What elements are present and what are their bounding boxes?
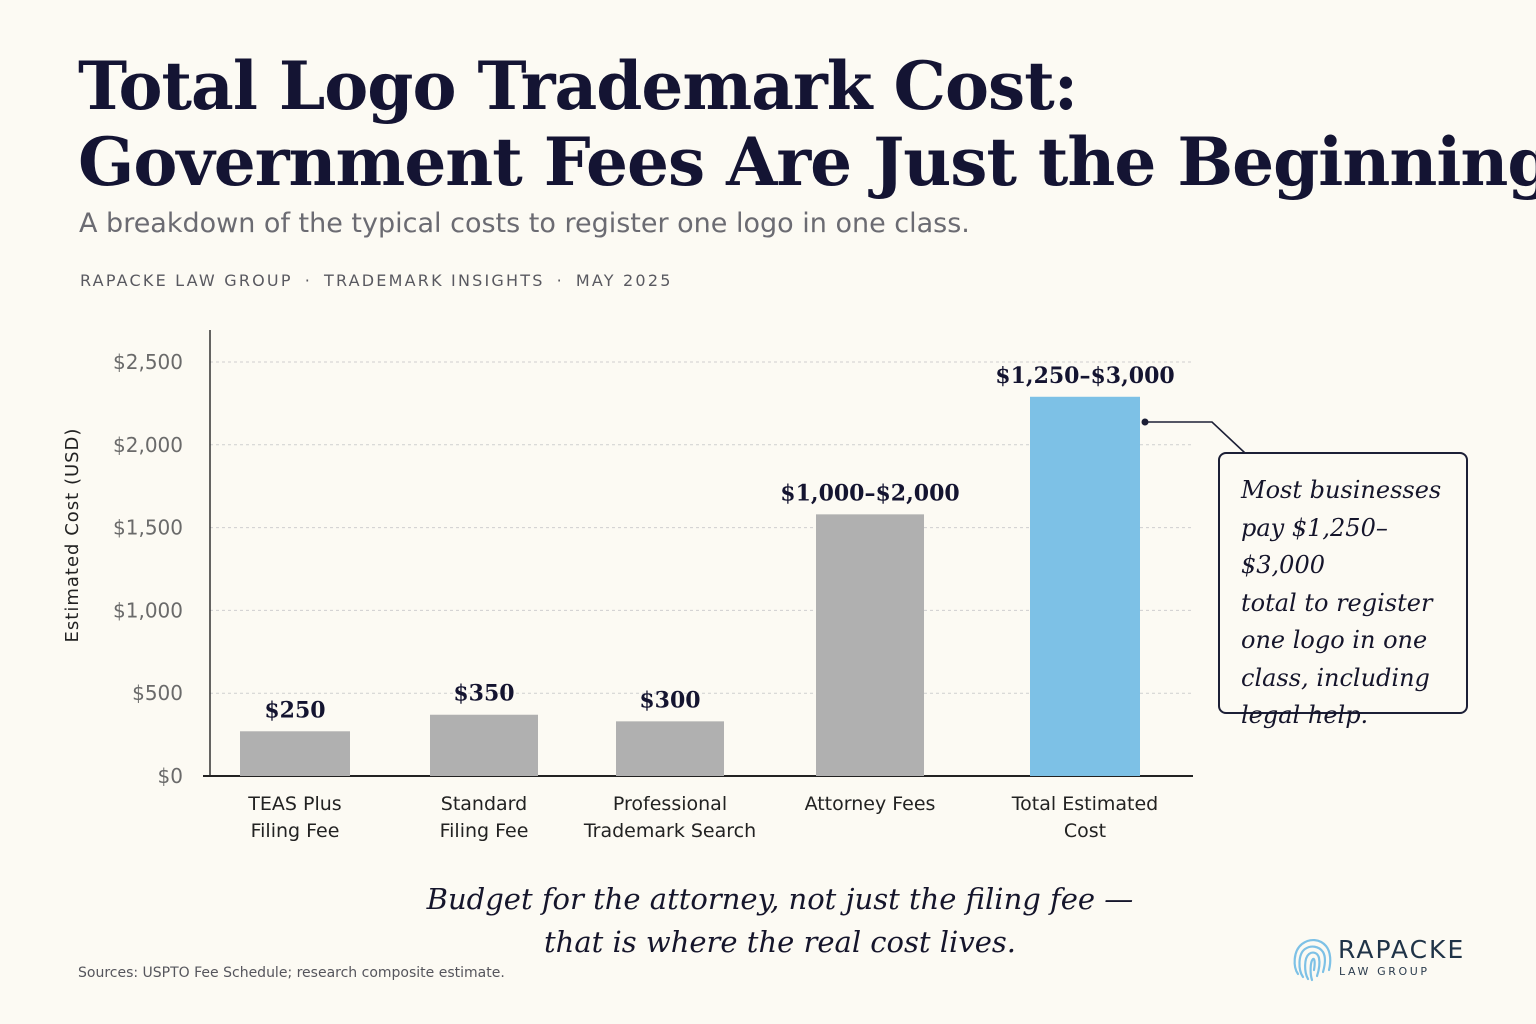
byline-separator: ·: [304, 271, 312, 290]
callout-line: legal help.: [1241, 701, 1369, 729]
brand-name: RAPACKE: [1338, 935, 1466, 964]
callout-line: total to register: [1241, 588, 1433, 617]
x-tick-label: Total Estimated: [1011, 793, 1158, 815]
brand-subtitle: LAW GROUP: [1339, 965, 1430, 978]
bar: [430, 714, 538, 776]
chart-title: Total Logo Trademark Cost: Government Fe…: [78, 47, 1536, 201]
y-tick-label: $0: [158, 764, 183, 788]
bar: [616, 721, 724, 776]
y-tick-label: $2,000: [113, 433, 183, 457]
x-tick-label: Trademark Search: [583, 820, 756, 842]
data-label: $350: [453, 681, 514, 707]
byline-series: TRADEMARK INSIGHTS: [324, 271, 545, 290]
bar: [816, 514, 924, 776]
brand-logo: RAPACKE LAW GROUP: [1290, 934, 1480, 986]
y-tick-label: $1,500: [113, 516, 183, 540]
byline-separator: ·: [556, 271, 564, 290]
data-label: $250: [264, 697, 325, 723]
takeaway-line-1: Budget for the attorney, not just the fi…: [426, 882, 1134, 916]
x-tick-label: Filing Fee: [440, 820, 529, 842]
data-label: $1,000–$2,000: [780, 480, 959, 506]
callout-line: Most businesses: [1241, 476, 1442, 504]
y-tick-label: $2,500: [113, 350, 183, 374]
takeaway-quote: Budget for the attorney, not just the fi…: [330, 878, 1230, 964]
x-tick-label: TEAS Plus: [247, 793, 341, 815]
byline: RAPACKE LAW GROUP · TRADEMARK INSIGHTS · MAY…: [80, 271, 673, 290]
subtitle: A breakdown of the typical costs to regi…: [79, 208, 970, 239]
x-tick-label: Attorney Fees: [805, 793, 936, 815]
y-axis-label: Estimated Cost (USD): [62, 428, 83, 643]
y-tick-label: $500: [132, 681, 183, 705]
y-tick-label: $1,000: [113, 598, 183, 622]
byline-publisher: RAPACKE LAW GROUP: [80, 271, 293, 290]
callout-line: pay $1,250–$3,000: [1241, 513, 1388, 580]
takeaway-line-2: that is where the real cost lives.: [544, 925, 1016, 959]
title-line-2: Government Fees Are Just the Beginning.: [78, 123, 1536, 201]
callout-leader-line: [1145, 421, 1246, 454]
callout-line: class, including: [1241, 663, 1430, 692]
fingerprint-icon: [1293, 939, 1332, 982]
byline-date: MAY 2025: [575, 271, 673, 290]
callout-line: one logo in one: [1241, 626, 1428, 654]
callout-box: Most businesses pay $1,250–$3,000 total …: [1218, 452, 1468, 729]
x-tick-label: Filing Fee: [251, 820, 340, 842]
data-label: $1,250–$3,000: [995, 363, 1174, 389]
bar: [240, 731, 350, 776]
x-tick-label: Cost: [1064, 820, 1106, 842]
data-label: $300: [639, 687, 700, 713]
x-tick-label: Professional: [613, 793, 727, 815]
bar: [1030, 396, 1140, 776]
title-line-1: Total Logo Trademark Cost:: [78, 47, 1078, 125]
x-tick-label: Standard: [441, 793, 527, 815]
sources-note: Sources: USPTO Fee Schedule; research co…: [78, 965, 505, 981]
